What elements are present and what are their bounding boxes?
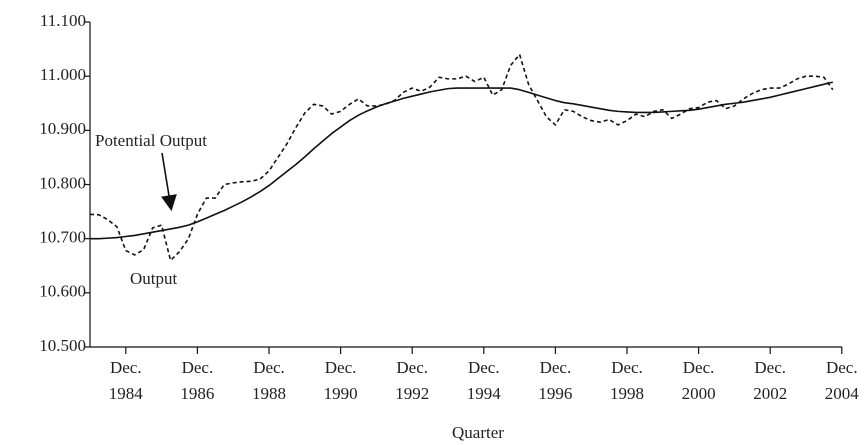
y-tick-label: 11.000 <box>40 65 86 84</box>
x-tick-label: Dec. 1990 <box>323 358 358 403</box>
x-tick-label: Dec. 1986 <box>180 358 215 403</box>
x-tick-label: Dec. 1992 <box>395 358 430 403</box>
y-tick-label: 11.100 <box>40 11 86 30</box>
x-tick-label: Dec. 1988 <box>252 358 286 403</box>
x-tick-label: Dec. 2004 <box>824 358 859 403</box>
y-tick-label: 10.700 <box>39 228 86 247</box>
x-tick-label: Dec. 1998 <box>610 358 644 403</box>
x-tick-label: Dec. 2002 <box>753 358 788 403</box>
y-tick-label: 10.900 <box>39 119 86 138</box>
x-tick-label: Dec. 1994 <box>466 358 501 403</box>
arrow <box>161 152 177 212</box>
x-tick-label: Dec. 1996 <box>538 358 573 403</box>
series-line <box>89 53 834 262</box>
y-tick-label: 10.600 <box>39 282 86 301</box>
y-tick-label: 10.500 <box>39 336 86 355</box>
annotation: Output <box>130 269 178 288</box>
x-tick-label: Dec. 2000 <box>681 358 716 403</box>
x-tick-label: Dec. 1984 <box>108 358 143 403</box>
series-line <box>90 81 834 240</box>
y-tick-label: 10.800 <box>39 173 86 192</box>
annotation: Potential Output <box>95 131 207 150</box>
x-axis-label: Quarter <box>452 423 504 442</box>
